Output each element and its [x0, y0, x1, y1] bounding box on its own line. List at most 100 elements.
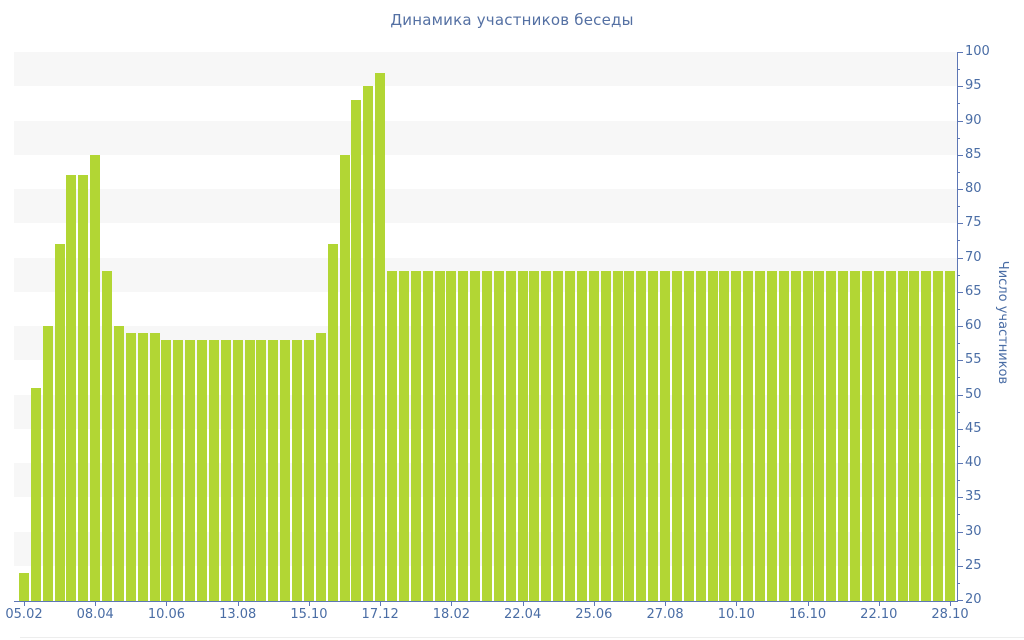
bar[interactable]	[933, 271, 944, 601]
bar[interactable]	[422, 271, 433, 601]
bar[interactable]	[327, 243, 338, 601]
y-major-tick	[957, 326, 963, 327]
x-tick-label: 25.06	[575, 607, 613, 622]
bar[interactable]	[54, 243, 65, 601]
bar[interactable]	[885, 271, 896, 601]
bar[interactable]	[220, 339, 231, 601]
bar[interactable]	[719, 271, 730, 601]
bar[interactable]	[553, 271, 564, 601]
bar[interactable]	[30, 387, 41, 601]
bar[interactable]	[576, 271, 587, 601]
x-tick	[522, 602, 524, 606]
bar[interactable]	[232, 339, 243, 601]
bar[interactable]	[648, 271, 659, 601]
bar[interactable]	[541, 271, 552, 601]
bar[interactable]	[149, 332, 160, 601]
bar[interactable]	[802, 271, 813, 601]
bar[interactable]	[636, 271, 647, 601]
bar[interactable]	[505, 271, 516, 601]
y-minor-tick	[957, 343, 960, 345]
bar[interactable]	[434, 271, 445, 601]
bar[interactable]	[814, 271, 825, 601]
bar[interactable]	[113, 326, 124, 601]
bar[interactable]	[292, 339, 303, 601]
x-axis-line	[14, 601, 958, 602]
bar[interactable]	[173, 339, 184, 601]
y-major-tick	[957, 52, 963, 53]
bar[interactable]	[600, 271, 611, 601]
bar[interactable]	[137, 332, 148, 601]
bar[interactable]	[256, 339, 267, 601]
bar[interactable]	[470, 271, 481, 601]
bar[interactable]	[398, 271, 409, 601]
bar[interactable]	[838, 271, 849, 601]
bar[interactable]	[755, 271, 766, 601]
bar[interactable]	[743, 271, 754, 601]
bar[interactable]	[185, 339, 196, 601]
bar[interactable]	[78, 175, 89, 601]
bar[interactable]	[339, 154, 350, 601]
y-minor-tick	[957, 514, 960, 516]
y-tick-label: 80	[965, 181, 982, 196]
y-major-tick	[957, 565, 963, 567]
bar[interactable]	[766, 271, 777, 601]
bar[interactable]	[351, 99, 362, 601]
x-tick	[593, 602, 595, 606]
bar[interactable]	[280, 339, 291, 601]
bar[interactable]	[268, 339, 279, 601]
bar[interactable]	[102, 271, 113, 601]
bar[interactable]	[873, 271, 884, 601]
x-tick-label: 16.10	[788, 607, 827, 622]
bar[interactable]	[125, 332, 136, 601]
bar[interactable]	[909, 271, 920, 601]
bar[interactable]	[683, 271, 694, 601]
x-tick-label: 15.10	[290, 607, 328, 622]
bar[interactable]	[19, 572, 29, 601]
bar[interactable]	[482, 271, 492, 601]
y-minor-tick	[957, 411, 960, 413]
bar[interactable]	[588, 271, 599, 601]
y-major-tick	[957, 257, 963, 259]
x-tick	[95, 602, 97, 606]
bar[interactable]	[671, 271, 682, 601]
bar[interactable]	[897, 271, 908, 601]
bar[interactable]	[945, 271, 956, 601]
bar[interactable]	[695, 271, 706, 601]
bar[interactable]	[446, 271, 457, 601]
bar[interactable]	[66, 175, 77, 601]
bar[interactable]	[244, 339, 255, 601]
bar[interactable]	[778, 271, 789, 601]
bar[interactable]	[517, 271, 528, 601]
bar[interactable]	[363, 86, 374, 601]
x-tick-label: 17.12	[361, 607, 399, 622]
bar[interactable]	[624, 271, 635, 601]
bar[interactable]	[208, 339, 219, 601]
bar[interactable]	[161, 339, 172, 601]
bar[interactable]	[493, 271, 504, 601]
y-tick-label: 85	[965, 146, 982, 162]
bar[interactable]	[410, 271, 421, 601]
bar[interactable]	[90, 154, 101, 601]
bar[interactable]	[565, 271, 576, 601]
bar[interactable]	[707, 271, 718, 601]
bar[interactable]	[826, 271, 837, 601]
bar[interactable]	[731, 271, 742, 601]
bar[interactable]	[375, 72, 386, 601]
bar[interactable]	[197, 339, 208, 601]
bar[interactable]	[790, 271, 801, 601]
bar[interactable]	[660, 271, 671, 601]
bar[interactable]	[529, 271, 540, 601]
bar[interactable]	[850, 271, 861, 601]
bar[interactable]	[861, 271, 872, 601]
x-tick	[950, 602, 952, 606]
bar[interactable]	[387, 271, 398, 601]
bar[interactable]	[315, 332, 326, 601]
y-major-tick	[957, 291, 963, 293]
y-tick-label: 30	[965, 523, 982, 539]
bar[interactable]	[303, 339, 314, 601]
bar[interactable]	[921, 271, 932, 601]
bar[interactable]	[458, 271, 469, 601]
y-major-tick	[957, 154, 963, 156]
bar[interactable]	[612, 271, 623, 601]
bar[interactable]	[42, 326, 53, 601]
